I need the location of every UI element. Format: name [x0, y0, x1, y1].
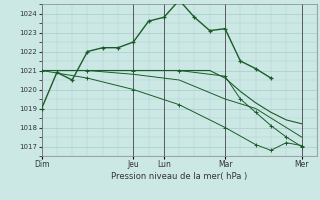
X-axis label: Pression niveau de la mer( hPa ): Pression niveau de la mer( hPa ) — [111, 172, 247, 181]
